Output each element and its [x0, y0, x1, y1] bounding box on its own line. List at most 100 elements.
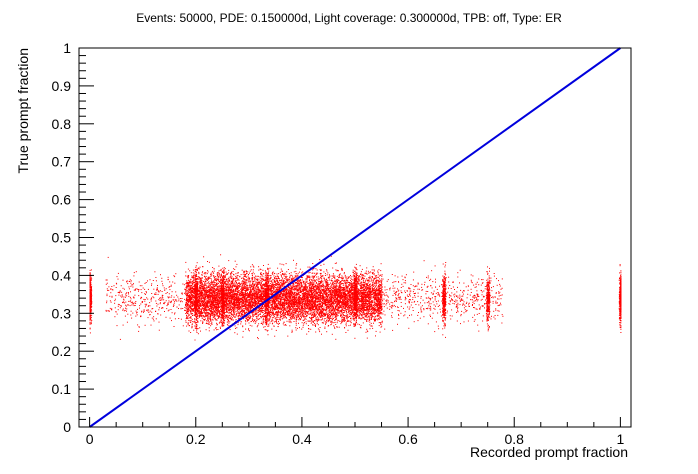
scatter-point — [359, 294, 361, 296]
scatter-point — [379, 298, 381, 300]
scatter-point — [193, 321, 195, 323]
scatter-point — [187, 291, 189, 293]
scatter-point — [115, 311, 117, 313]
scatter-point — [187, 295, 189, 297]
scatter-point — [263, 318, 265, 320]
scatter-point — [325, 300, 327, 302]
scatter-point — [190, 306, 192, 308]
scatter-point — [356, 287, 358, 289]
scatter-point — [371, 317, 373, 318]
scatter-point — [245, 308, 247, 310]
scatter-point — [291, 284, 293, 286]
scatter-point — [299, 271, 300, 273]
scatter-point — [288, 291, 289, 293]
scatter-point — [263, 313, 265, 315]
scatter-point — [253, 291, 255, 293]
scatter-point — [248, 307, 250, 309]
scatter-point — [162, 297, 164, 299]
scatter-point — [333, 291, 335, 293]
scatter-point — [273, 277, 275, 279]
scatter-point — [435, 296, 437, 298]
scatter-point — [487, 272, 489, 274]
scatter-point — [251, 274, 253, 276]
scatter-point — [152, 318, 154, 320]
scatter-point — [246, 279, 248, 281]
scatter-point — [366, 278, 368, 280]
scatter-point — [247, 300, 249, 301]
scatter-point — [231, 295, 233, 297]
scatter-point — [337, 270, 339, 272]
scatter-point — [198, 278, 200, 280]
scatter-point — [284, 309, 286, 311]
scatter-point — [392, 294, 394, 296]
scatter-point — [108, 289, 110, 291]
scatter-point — [226, 314, 228, 316]
scatter-point — [309, 301, 311, 303]
scatter-point — [235, 315, 237, 317]
scatter-point — [341, 277, 342, 279]
scatter-point — [314, 302, 316, 304]
scatter-point — [305, 321, 307, 323]
scatter-point — [128, 295, 130, 297]
scatter-point — [328, 316, 330, 318]
scatter-point — [349, 283, 351, 285]
scatter-point — [475, 308, 477, 310]
scatter-point — [339, 297, 341, 299]
scatter-point — [119, 290, 121, 292]
scatter-point — [473, 303, 475, 305]
scatter-point — [356, 269, 358, 271]
scatter-point — [111, 295, 113, 297]
scatter-point — [360, 286, 362, 288]
scatter-point — [423, 260, 425, 262]
scatter-point — [314, 294, 316, 296]
scatter-point — [252, 295, 254, 297]
scatter-point — [89, 276, 91, 278]
scatter-point — [215, 292, 217, 294]
scatter-point — [207, 270, 209, 272]
scatter-point — [255, 281, 257, 283]
scatter-point — [210, 275, 212, 277]
scatter-point — [337, 298, 338, 300]
scatter-point — [285, 278, 287, 280]
scatter-point — [327, 283, 329, 285]
scatter-point — [285, 281, 286, 283]
scatter-point — [280, 316, 282, 318]
scatter-point — [192, 290, 194, 292]
scatter-point — [235, 308, 237, 310]
scatter-point — [325, 297, 327, 299]
scatter-point — [488, 291, 490, 293]
scatter-point — [311, 305, 313, 307]
scatter-point — [252, 311, 254, 313]
scatter-point — [501, 278, 503, 280]
scatter-point — [329, 304, 331, 306]
scatter-point — [237, 324, 239, 326]
scatter-point — [391, 312, 393, 314]
scatter-point — [365, 296, 367, 298]
scatter-point — [275, 290, 277, 292]
scatter-point — [279, 289, 280, 291]
scatter-point — [221, 283, 223, 285]
scatter-point — [368, 279, 370, 281]
scatter-point — [487, 327, 489, 329]
scatter-point — [250, 285, 252, 287]
scatter-point — [358, 303, 360, 305]
scatter-point — [279, 302, 281, 304]
scatter-point — [205, 278, 207, 280]
scatter-point — [494, 315, 496, 316]
scatter-point — [216, 310, 218, 312]
scatter-point — [258, 318, 260, 320]
scatter-point — [311, 276, 313, 278]
scatter-point — [316, 297, 317, 299]
scatter-point — [247, 286, 249, 288]
scatter-point — [227, 319, 229, 321]
scatter-point — [336, 303, 338, 305]
scatter-point — [224, 268, 226, 270]
scatter-point — [198, 273, 200, 275]
scatter-point — [176, 294, 178, 296]
scatter-point — [455, 295, 457, 297]
scatter-point — [189, 303, 191, 305]
scatter-point — [319, 311, 321, 313]
scatter-point — [370, 309, 372, 311]
scatter-point — [240, 312, 242, 314]
scatter-point — [214, 295, 216, 296]
